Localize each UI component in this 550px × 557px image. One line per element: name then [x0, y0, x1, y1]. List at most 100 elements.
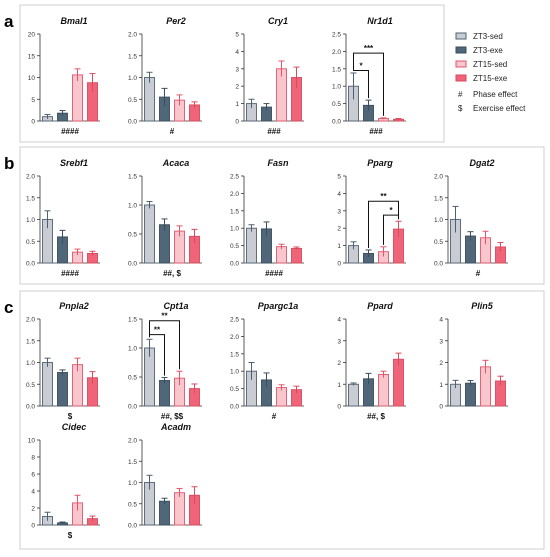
charts-layer: Bmal105101520####Per20.00.51.01.52.0#Cry…	[26, 16, 508, 540]
y-tick-label: 0.5	[230, 386, 239, 393]
panel-c-frame	[19, 290, 545, 550]
y-tick-label: 1.5	[230, 208, 239, 215]
significance-bracket	[353, 70, 369, 99]
y-tick-label: 10	[28, 75, 36, 82]
significance-label: **	[154, 326, 161, 335]
chart-title-bmal1: Bmal1	[60, 16, 87, 26]
chart-title-ppargc1a: Ppargc1a	[258, 301, 299, 311]
legend-swatch-zt3-sed	[455, 32, 467, 40]
effect-annotation-fasn: ####	[265, 269, 283, 278]
y-tick-label: 0.0	[230, 404, 239, 411]
y-tick-label: 1	[439, 382, 443, 389]
chart-plin5: Plin5 0 1 2 3 4	[439, 301, 508, 411]
legend: ZT3-sed ZT3-exe ZT15-sed ZT15-exe # Phas…	[455, 32, 526, 113]
bar-zt15-sed	[378, 374, 389, 407]
legend-symbol-phase: #	[458, 90, 463, 99]
y-tick-label: 0.0	[434, 261, 443, 268]
y-tick-label: 2.5	[332, 32, 341, 39]
y-tick-label: 3	[235, 66, 239, 73]
effect-annotation-ppard: ##, $	[367, 412, 385, 421]
y-tick-label: 2.0	[434, 174, 443, 181]
chart-dgat2: Dgat2 0.0 0.5 1.0 1.5 2.0 #	[434, 158, 508, 278]
bar-zt3-exe	[57, 372, 68, 407]
y-tick-label: 1.0	[26, 217, 35, 224]
y-tick-label: 1.5	[332, 66, 341, 73]
chart-acadm: Acadm 0.0 0.5 1.0 1.5 2.0	[128, 422, 202, 530]
y-tick-label: 0.5	[434, 239, 443, 246]
effect-annotation-ppargc1a: #	[272, 412, 277, 421]
y-tick-label: 15	[28, 53, 36, 60]
panel-c-label: c	[4, 298, 13, 317]
chart-title-cpt1a: Cpt1a	[163, 301, 188, 311]
y-tick-label: 0.0	[26, 261, 35, 268]
significance-bracket	[383, 214, 399, 245]
y-tick-label: 0.0	[332, 119, 341, 126]
chart-fasn: Fasn 0.0 0.5 1.0 1.5 2.0 2.5 ####	[230, 158, 304, 278]
effect-annotation-cry1: ###	[267, 127, 281, 136]
y-tick-label: 2.0	[128, 438, 137, 445]
y-tick-label: 4	[337, 191, 341, 198]
chart-pnpla2: Pnpla2 0.0 0.5 1.0 1.5 2.0 $	[26, 301, 100, 421]
bar-zt3-sed	[42, 362, 53, 407]
y-tick-label: 1	[337, 382, 341, 389]
y-tick-label: 1.0	[230, 226, 239, 233]
y-tick-label: 1	[337, 243, 341, 250]
y-tick-label: 0.5	[128, 232, 137, 239]
effect-annotation-pnpla2: $	[68, 412, 73, 421]
bar-zt15-sed	[276, 68, 287, 122]
chart-acaca: Acaca 0.0 0.5 1.0 1.5 ##, $	[128, 158, 202, 278]
bar-zt15-sed	[276, 246, 287, 264]
y-tick-label: 2.0	[26, 317, 35, 324]
y-tick-label: 1.5	[128, 53, 137, 60]
bar-zt3-exe	[465, 382, 476, 407]
chart-srebf1: Srebf1 0.0 0.5 1.0 1.5 2.0 ####	[26, 158, 100, 278]
y-tick-label: 2.0	[230, 334, 239, 341]
y-tick-label: 1.0	[128, 480, 137, 487]
y-tick-label: 1.0	[128, 75, 137, 82]
effect-annotation-srebf1: ####	[61, 269, 79, 278]
chart-title-nr1d1: Nr1d1	[367, 16, 393, 26]
significance-bracket	[368, 200, 399, 248]
chart-title-plin5: Plin5	[471, 301, 494, 311]
y-tick-label: 20	[28, 32, 36, 39]
chart-title-ppard: Ppard	[367, 301, 393, 311]
significance-label: **	[380, 192, 387, 201]
effect-annotation-bmal1: ####	[61, 127, 79, 136]
y-tick-label: 0.5	[128, 375, 137, 382]
legend-label-zt15-exe: ZT15-exe	[473, 74, 508, 83]
y-tick-label: 0.0	[230, 261, 239, 268]
effect-annotation-acaca: ##, $	[163, 269, 181, 278]
bar-zt3-sed	[348, 383, 359, 407]
y-tick-label: 10	[28, 438, 36, 445]
y-tick-label: 8	[31, 455, 35, 462]
chart-nr1d1: Nr1d1 0.0 0.5 1.0 1.5 2.0 2.5 **** ###	[332, 16, 406, 136]
y-tick-label: 3	[337, 338, 341, 345]
y-tick-label: 1.5	[434, 195, 443, 202]
chart-ppard: Ppard 0 1 2 3 4 ##, $	[337, 301, 406, 421]
panel-a-label: a	[4, 12, 14, 31]
y-tick-label: 0.0	[128, 523, 137, 530]
y-tick-label: 1.0	[128, 203, 137, 210]
bar-zt15-exe	[291, 247, 302, 264]
panel-a-frame	[19, 4, 445, 143]
y-tick-label: 1.5	[128, 317, 137, 324]
effect-annotation-cidec: $	[68, 531, 73, 540]
y-tick-label: 1.0	[128, 346, 137, 353]
y-tick-label: 0	[31, 119, 35, 126]
y-tick-label: 0.0	[26, 404, 35, 411]
chart-title-srebf1: Srebf1	[60, 158, 88, 168]
y-tick-label: 1.5	[26, 338, 35, 345]
y-tick-label: 0.0	[128, 404, 137, 411]
y-tick-label: 5	[337, 174, 341, 181]
chart-cry1: Cry1 0 1 2 3 4 5 ###	[235, 16, 304, 136]
legend-label-zt15-sed: ZT15-sed	[473, 60, 507, 69]
y-tick-label: 1	[235, 101, 239, 108]
y-tick-label: 1.5	[230, 351, 239, 358]
significance-label: *	[389, 206, 393, 215]
significance-label: **	[161, 312, 168, 321]
chart-title-cry1: Cry1	[268, 16, 288, 26]
y-tick-label: 2.5	[230, 317, 239, 324]
chart-title-acadm: Acadm	[160, 422, 191, 432]
significance-label: ***	[364, 44, 374, 53]
